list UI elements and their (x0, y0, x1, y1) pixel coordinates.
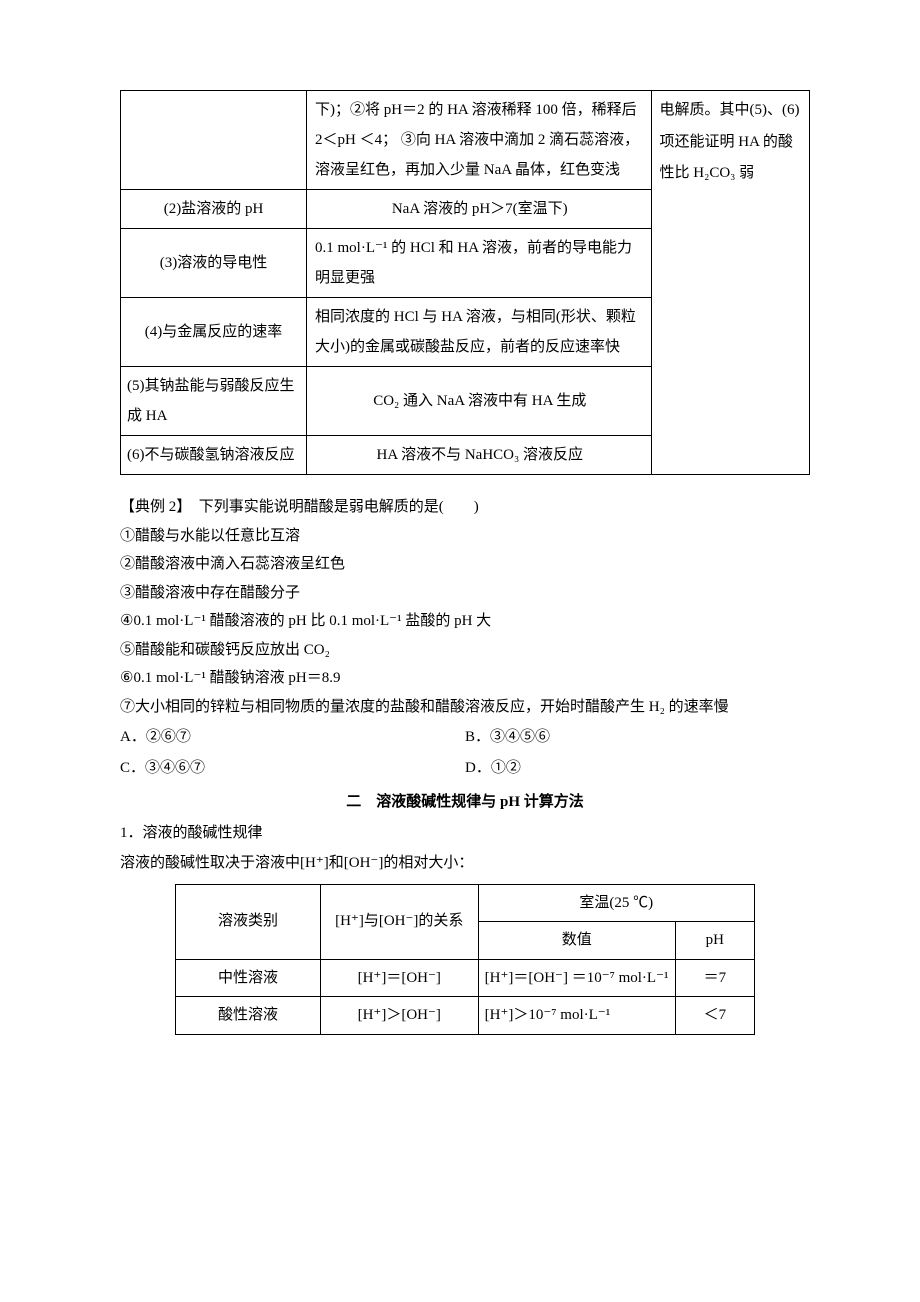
cell: (6)不与碳酸氢钠溶液反应 (121, 436, 307, 475)
cell: 数值 (478, 922, 675, 960)
cell: [H⁺]＝[OH⁻] ＝10⁻⁷ mol·L⁻¹ (478, 959, 675, 997)
cell: 相同浓度的 HCl 与 HA 溶液，与相同(形状、颗粒大小)的金属或碳酸盐反应，… (307, 298, 652, 367)
example-item: ⑦大小相同的锌粒与相同物质的量浓度的盐酸和醋酸溶液反应，开始时醋酸产生 H₂ 的… (120, 693, 810, 722)
cell: ＜7 (675, 997, 754, 1035)
example-item: ⑥0.1 mol·L⁻¹ 醋酸钠溶液 pH＝8.9 (120, 664, 810, 693)
cell: [H⁺]＞[OH⁻] (320, 997, 478, 1035)
table-row: 中性溶液 [H⁺]＝[OH⁻] [H⁺]＝[OH⁻] ＝10⁻⁷ mol·L⁻¹… (176, 959, 755, 997)
document-page: 下)；②将 pH＝2 的 HA 溶液稀释 100 倍，稀释后 2＜pH ＜4； … (0, 0, 920, 1302)
option-c: C．③④⑥⑦ (120, 754, 465, 783)
cell: CO₂ 通入 NaA 溶液中有 HA 生成 (307, 367, 652, 436)
example-lead: 【典例 2】 下列事实能说明醋酸是弱电解质的是( ) (120, 493, 810, 522)
cell: (5)其钠盐能与弱酸反应生成 HA (121, 367, 307, 436)
option-a: A．②⑥⑦ (120, 723, 465, 752)
cell: NaA 溶液的 pH＞7(室温下) (307, 190, 652, 229)
table-row: 溶液类别 [H⁺]与[OH⁻]的关系 室温(25 ℃) (176, 884, 755, 922)
cell: pH (675, 922, 754, 960)
cell: ＝7 (675, 959, 754, 997)
section-sub2: 溶液的酸碱性取决于溶液中[H⁺]和[OH⁻]的相对大小： (120, 849, 810, 878)
cell: HA 溶液不与 NaHCO₃ 溶液反应 (307, 436, 652, 475)
example-item: ①醋酸与水能以任意比互溶 (120, 522, 810, 551)
cell: 0.1 mol·L⁻¹ 的 HCl 和 HA 溶液，前者的导电能力明显更强 (307, 229, 652, 298)
cell: (4)与金属反应的速率 (121, 298, 307, 367)
option-d: D．①② (465, 754, 810, 783)
example-item: ③醋酸溶液中存在醋酸分子 (120, 579, 810, 608)
cell: (3)溶液的导电性 (121, 229, 307, 298)
options-row: A．②⑥⑦ B．③④⑤⑥ (120, 723, 810, 752)
conclusion-cell: 电解质。其中(5)、(6)项还能证明 HA 的酸性比 H₂CO₃ 弱 (651, 91, 809, 475)
example-item: ②醋酸溶液中滴入石蕊溶液呈红色 (120, 550, 810, 579)
weak-electrolyte-table: 下)；②将 pH＝2 的 HA 溶液稀释 100 倍，稀释后 2＜pH ＜4； … (120, 90, 810, 475)
example-item: ⑤醋酸能和碳酸钙反应放出 CO₂ (120, 636, 810, 665)
options-row: C．③④⑥⑦ D．①② (120, 754, 810, 783)
cell: 溶液类别 (176, 884, 321, 959)
cell: [H⁺]与[OH⁻]的关系 (320, 884, 478, 959)
cell: 下)；②将 pH＝2 的 HA 溶液稀释 100 倍，稀释后 2＜pH ＜4； … (307, 91, 652, 190)
cell: 酸性溶液 (176, 997, 321, 1035)
cell: 中性溶液 (176, 959, 321, 997)
cell: 室温(25 ℃) (478, 884, 754, 922)
ph-rules-table: 溶液类别 [H⁺]与[OH⁻]的关系 室温(25 ℃) 数值 pH 中性溶液 [… (175, 884, 755, 1035)
table-row: 下)；②将 pH＝2 的 HA 溶液稀释 100 倍，稀释后 2＜pH ＜4； … (121, 91, 810, 190)
section-title: 二 溶液酸碱性规律与 pH 计算方法 (120, 788, 810, 817)
table-row: 酸性溶液 [H⁺]＞[OH⁻] [H⁺]＞10⁻⁷ mol·L⁻¹ ＜7 (176, 997, 755, 1035)
example-block: 【典例 2】 下列事实能说明醋酸是弱电解质的是( ) ①醋酸与水能以任意比互溶 … (120, 493, 810, 782)
option-b: B．③④⑤⑥ (465, 723, 810, 752)
cell: (2)盐溶液的 pH (121, 190, 307, 229)
section-sub1: 1．溶液的酸碱性规律 (120, 819, 810, 848)
cell: [H⁺]＞10⁻⁷ mol·L⁻¹ (478, 997, 675, 1035)
example-item: ④0.1 mol·L⁻¹ 醋酸溶液的 pH 比 0.1 mol·L⁻¹ 盐酸的 … (120, 607, 810, 636)
cell: [H⁺]＝[OH⁻] (320, 959, 478, 997)
